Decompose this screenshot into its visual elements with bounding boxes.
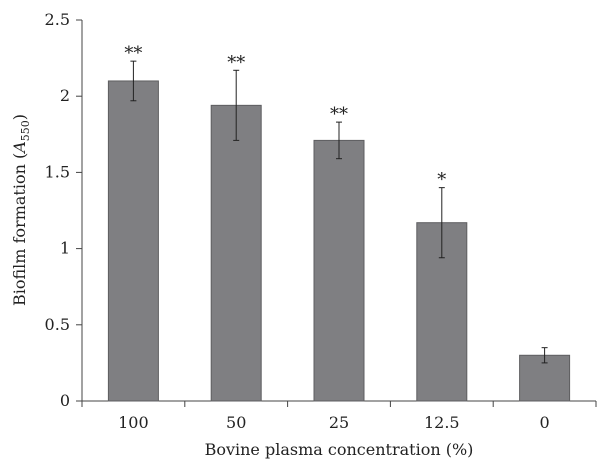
y-tick-label: 0.5 bbox=[45, 315, 70, 334]
x-tick-label: 50 bbox=[226, 413, 246, 432]
y-tick-label: 2 bbox=[60, 86, 70, 105]
y-tick-label: 0 bbox=[60, 391, 70, 410]
bar-100 bbox=[107, 80, 159, 402]
y-tick-label: 1.5 bbox=[45, 162, 70, 181]
x-axis-title: Bovine plasma concentration (%) bbox=[205, 440, 474, 459]
x-tick-label: 12.5 bbox=[424, 413, 460, 432]
x-tick-label: 0 bbox=[540, 413, 550, 432]
x-axis-ticks: 100 50 25 12.5 0 bbox=[81, 401, 597, 432]
y-tick-label: 2.5 bbox=[45, 10, 70, 29]
x-tick-label: 100 bbox=[118, 413, 149, 432]
y-tick-label: 1 bbox=[60, 239, 70, 258]
bars-group: ** ***** bbox=[107, 43, 571, 402]
bar-25 bbox=[313, 139, 365, 402]
bar-50 bbox=[210, 104, 262, 402]
y-axis-ticks: 0 0.5 1 1.5 2 2.5 bbox=[45, 10, 82, 410]
significance-marker: ** bbox=[227, 52, 245, 73]
significance-marker: ** bbox=[124, 43, 142, 64]
x-tick-label: 25 bbox=[329, 413, 349, 432]
y-axis-title: Biofilm formation (A550) bbox=[10, 114, 32, 306]
significance-marker: ** bbox=[330, 104, 348, 125]
significance-marker: * bbox=[437, 170, 446, 191]
